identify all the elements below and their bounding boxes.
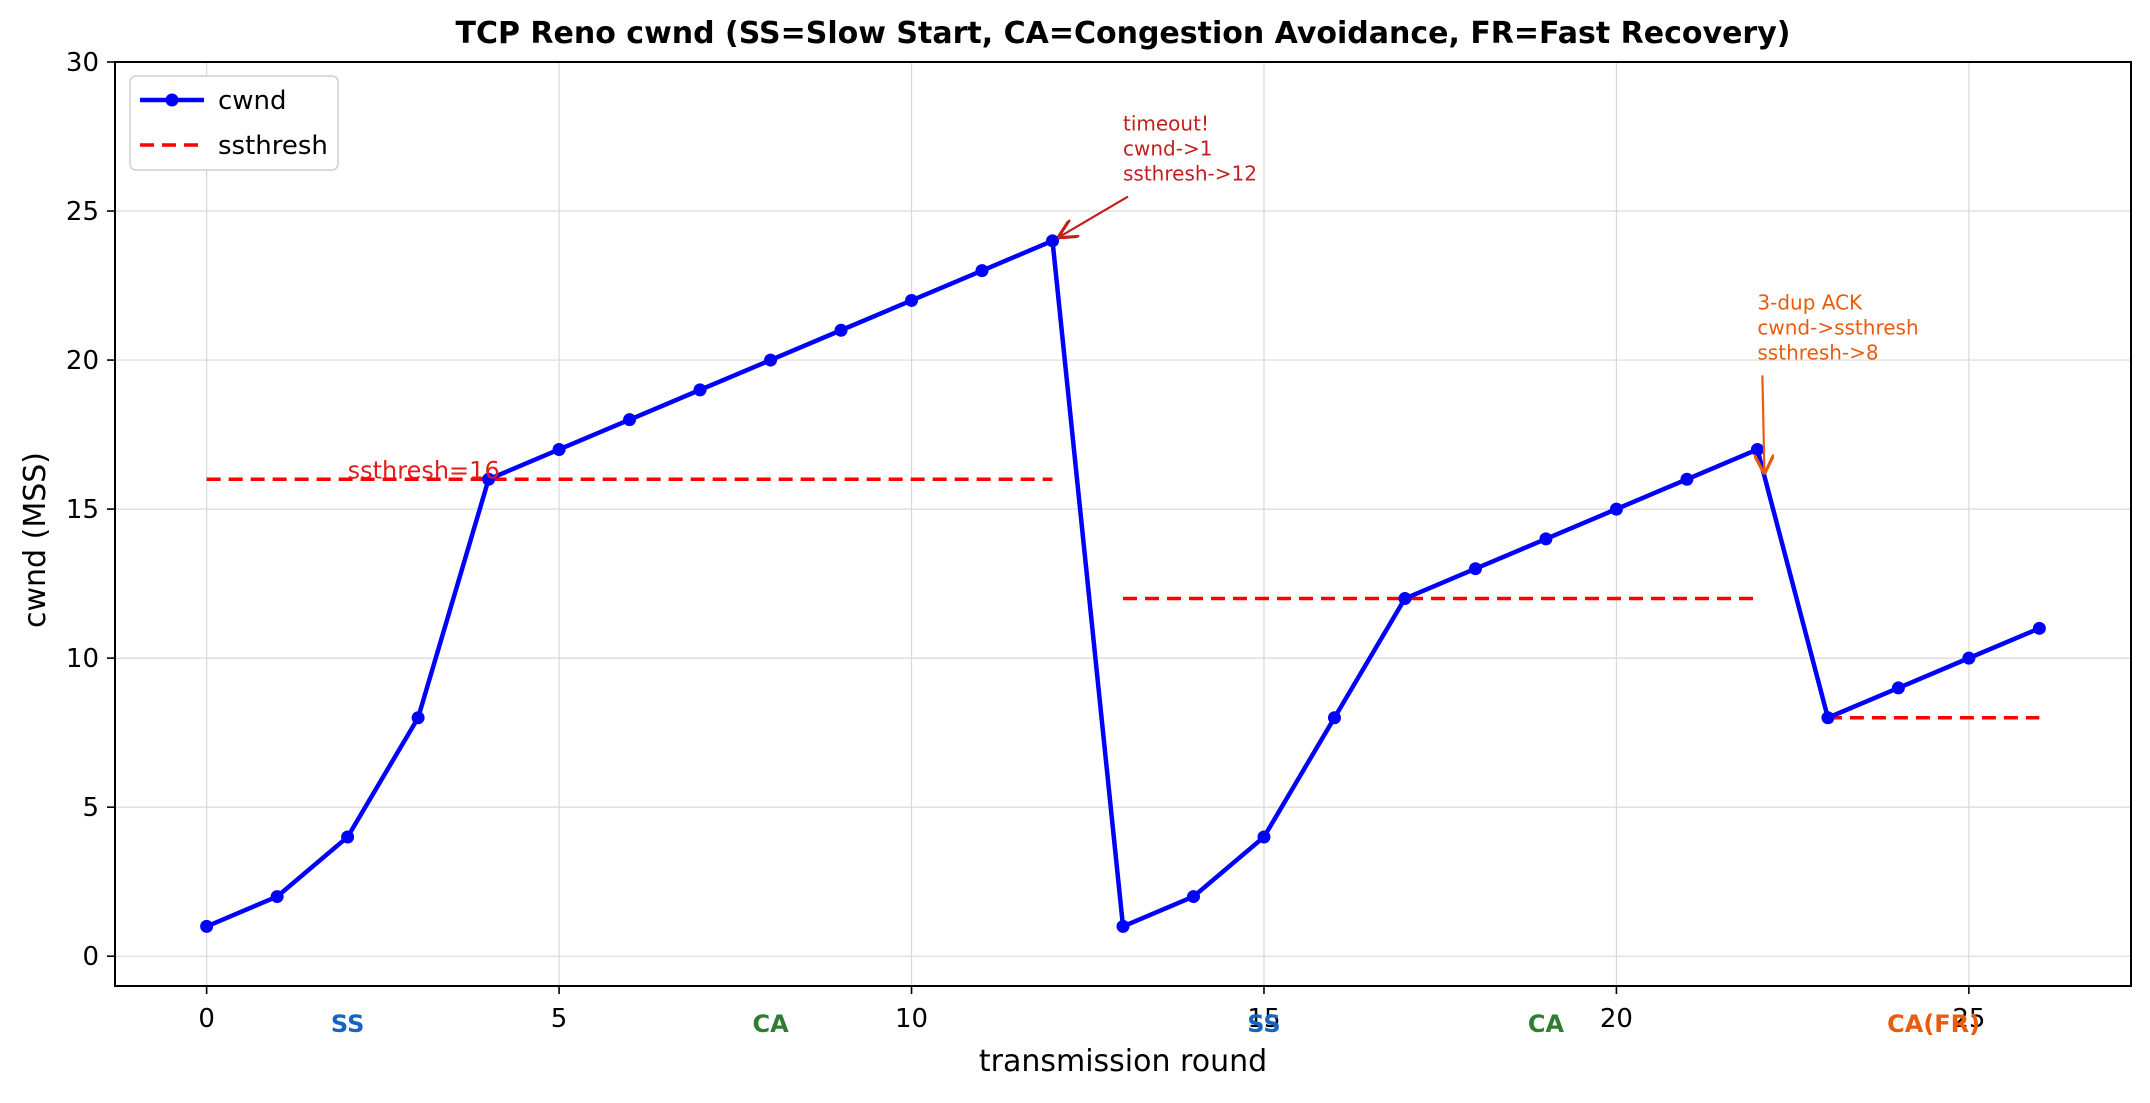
y-tick-label: 30 <box>66 48 99 78</box>
legend-cwnd-marker <box>165 93 179 107</box>
cwnd-point <box>1891 681 1905 695</box>
y-tick-label: 10 <box>66 644 99 674</box>
timeout-annotation-line: cwnd->1 <box>1123 137 1212 161</box>
cwnd-point <box>270 890 284 904</box>
x-tick-label: 10 <box>895 1004 928 1034</box>
phase-labels: SS CA SS CA CA(FR) <box>331 1010 1980 1038</box>
timeout-annotation-line: ssthresh->12 <box>1123 162 1257 186</box>
phase-label: CA <box>752 1010 789 1038</box>
dupack-annotation-line: cwnd->ssthresh <box>1757 315 1918 339</box>
y-tick-label: 20 <box>66 346 99 376</box>
cwnd-point <box>905 293 919 307</box>
cwnd-point <box>1962 651 1976 665</box>
y-tick-label: 25 <box>66 197 99 227</box>
cwnd-point <box>482 472 496 486</box>
cwnd-point <box>623 413 637 427</box>
cwnd-point <box>341 830 355 844</box>
phase-label: CA(FR) <box>1887 1010 1980 1038</box>
cwnd-point <box>693 383 707 397</box>
timeout-arrow <box>1060 195 1129 237</box>
cwnd-point <box>1186 890 1200 904</box>
cwnd-point <box>552 442 566 456</box>
x-tick-label: 15 <box>1247 1004 1280 1034</box>
cwnd-point <box>1116 919 1130 933</box>
legend-ssthresh-label: ssthresh <box>218 131 328 161</box>
chart-title: TCP Reno cwnd (SS=Slow Start, CA=Congest… <box>456 16 1791 51</box>
cwnd-point <box>1257 830 1271 844</box>
phase-label: CA <box>1528 1010 1565 1038</box>
cwnd-point <box>1398 592 1412 606</box>
chart-legend: cwnd ssthresh <box>129 75 339 171</box>
y-tick-label: 15 <box>66 495 99 525</box>
cwnd-point <box>975 264 989 278</box>
ssthresh-label: ssthresh=16 <box>348 456 500 484</box>
axis-ticks: 0 5 10 15 20 25 0 5 10 15 20 25 30 <box>66 48 1986 1034</box>
plot-frame <box>114 61 2132 987</box>
cwnd-point <box>200 919 214 933</box>
dupack-annotation-line: 3-dup ACK <box>1757 290 1863 314</box>
cwnd-point <box>1468 562 1482 576</box>
cwnd-series <box>200 234 2046 933</box>
cwnd-point <box>764 353 778 367</box>
x-tick-label: 0 <box>198 1004 215 1034</box>
y-tick-label: 0 <box>82 942 99 972</box>
x-tick-label: 20 <box>1600 1004 1633 1034</box>
cwnd-point <box>1750 442 1764 456</box>
cwnd-point <box>1680 472 1694 486</box>
y-axis-label: cwnd (MSS) <box>18 452 53 628</box>
cwnd-point <box>1539 532 1553 546</box>
ssthresh-series <box>206 477 2040 720</box>
timeout-annotation-line: timeout! <box>1123 112 1209 136</box>
cwnd-point <box>411 711 425 725</box>
cwnd-point <box>1046 234 1060 248</box>
phase-label: SS <box>1247 1010 1281 1038</box>
cwnd-point <box>1609 502 1623 516</box>
dupack-arrow <box>1762 375 1764 472</box>
x-axis-label: transmission round <box>979 1044 1267 1079</box>
phase-label: SS <box>331 1010 365 1038</box>
legend-cwnd-label: cwnd <box>218 86 287 116</box>
cwnd-point <box>1327 711 1341 725</box>
x-tick-label: 5 <box>551 1004 568 1034</box>
cwnd-point <box>2032 621 2046 635</box>
cwnd-point <box>834 323 848 337</box>
dupack-annotation-line: ssthresh->8 <box>1757 340 1878 364</box>
x-tick-label: 25 <box>1952 1004 1985 1034</box>
y-tick-label: 5 <box>82 793 99 823</box>
cwnd-point <box>1821 711 1835 725</box>
